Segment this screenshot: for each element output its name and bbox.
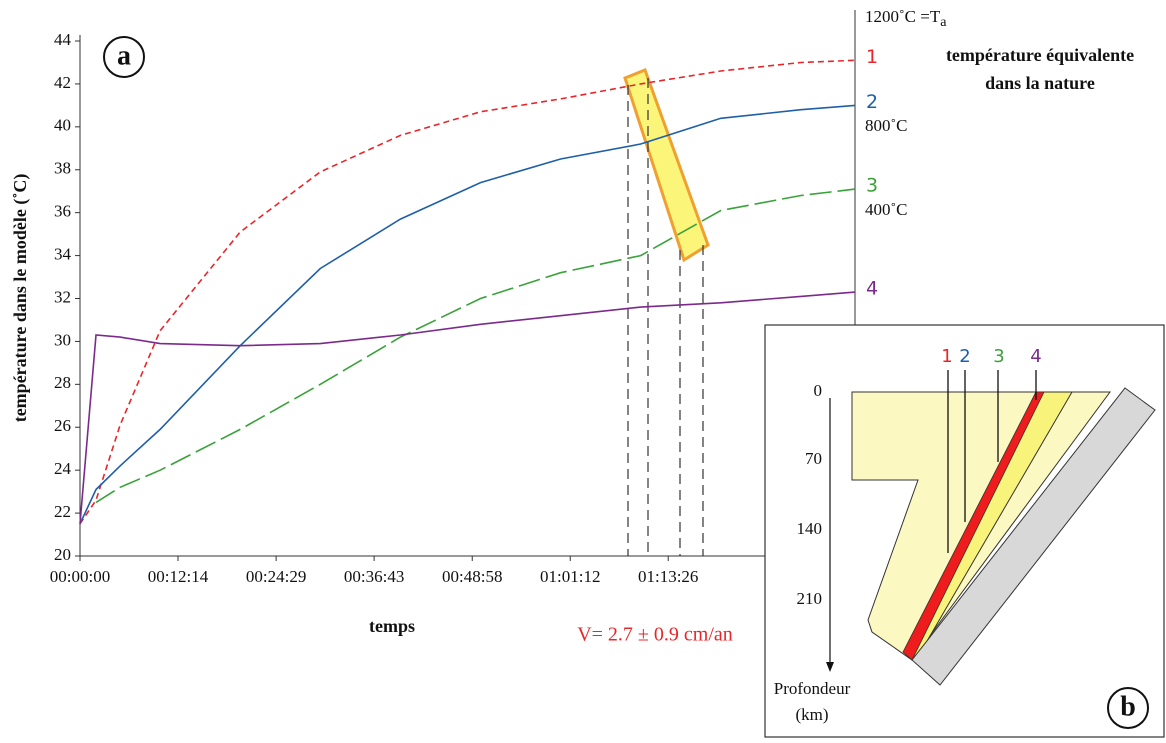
y-tick-label: 26 bbox=[54, 416, 71, 435]
depth-tick-label: 210 bbox=[797, 589, 823, 608]
annotation: température équivalente bbox=[946, 45, 1134, 65]
y-tick-label: 20 bbox=[54, 545, 71, 564]
depth-arrow bbox=[826, 662, 834, 672]
right-label: 1200˚C =Ta bbox=[865, 7, 947, 30]
y-axis-label: température dans le modèle (˚C) bbox=[10, 174, 31, 423]
legend-label: 3 bbox=[866, 175, 878, 197]
x-tick-label: 01:13:26 bbox=[638, 567, 698, 586]
guide-lines bbox=[627, 78, 704, 556]
depth-axis-label: Profondeur bbox=[774, 679, 851, 698]
inset-text: 1 2 3 4 0 70 140 210 bbox=[797, 346, 1042, 608]
right-label: 400˚C bbox=[865, 200, 908, 219]
y-tick-label: 36 bbox=[54, 202, 71, 221]
right-label-subscript: a bbox=[940, 15, 947, 30]
annotation: dans la nature bbox=[985, 73, 1095, 93]
series-line bbox=[79, 59, 856, 525]
series-line bbox=[79, 291, 856, 524]
grey-slab bbox=[911, 387, 1156, 686]
depth-tick-label: 140 bbox=[797, 519, 823, 538]
y-tick-label: 42 bbox=[54, 73, 71, 92]
y-tick-label: 40 bbox=[54, 116, 71, 135]
velocity-label: V= 2.7 ± 0.9 cm/an bbox=[577, 624, 733, 646]
right-label-text: 1200˚C =T bbox=[865, 7, 941, 26]
y-tick-label: 24 bbox=[54, 459, 72, 478]
x-tick-label: 01:01:12 bbox=[540, 567, 600, 586]
sensor-label: 2 bbox=[959, 346, 970, 367]
inset bbox=[764, 324, 1165, 738]
series-line bbox=[95, 188, 856, 504]
depth-tick-label: 70 bbox=[805, 449, 822, 468]
y-tick-label: 32 bbox=[54, 287, 71, 306]
right-label: 800˚C bbox=[865, 116, 908, 135]
panel-label: b bbox=[1120, 691, 1136, 722]
x-tick-label: 00:12:14 bbox=[148, 567, 209, 586]
highlight-band bbox=[623, 68, 710, 263]
y-tick-label: 44 bbox=[54, 30, 72, 49]
sensor-label: 4 bbox=[1030, 346, 1041, 367]
sensor-label: 3 bbox=[993, 346, 1004, 367]
sensor-label: 1 bbox=[941, 346, 952, 367]
depth-axis-label: (km) bbox=[795, 705, 828, 724]
y-tick-label: 34 bbox=[54, 244, 72, 263]
x-tick-label: 00:36:43 bbox=[344, 567, 404, 586]
panel-badge bbox=[103, 36, 145, 78]
legend-label: 1 bbox=[866, 46, 878, 68]
y-tick-label: 38 bbox=[54, 159, 71, 178]
x-tick-label: 00:00:00 bbox=[50, 567, 110, 586]
y-tick-label: 22 bbox=[54, 502, 71, 521]
depth-tick-label: 0 bbox=[814, 381, 823, 400]
x-tick-label: 00:24:29 bbox=[246, 567, 306, 586]
series-line bbox=[79, 104, 856, 525]
legend-label: 4 bbox=[866, 278, 878, 300]
x-axis-label: temps bbox=[369, 616, 415, 636]
panel-badge bbox=[1107, 687, 1149, 729]
y-tick-label: 30 bbox=[54, 330, 71, 349]
y-tick-label: 28 bbox=[54, 373, 71, 392]
x-tick-label: 00:48:58 bbox=[442, 567, 502, 586]
panel-label: a bbox=[117, 40, 131, 71]
sensor-lines bbox=[947, 370, 1037, 553]
legend-label: 2 bbox=[866, 91, 878, 113]
